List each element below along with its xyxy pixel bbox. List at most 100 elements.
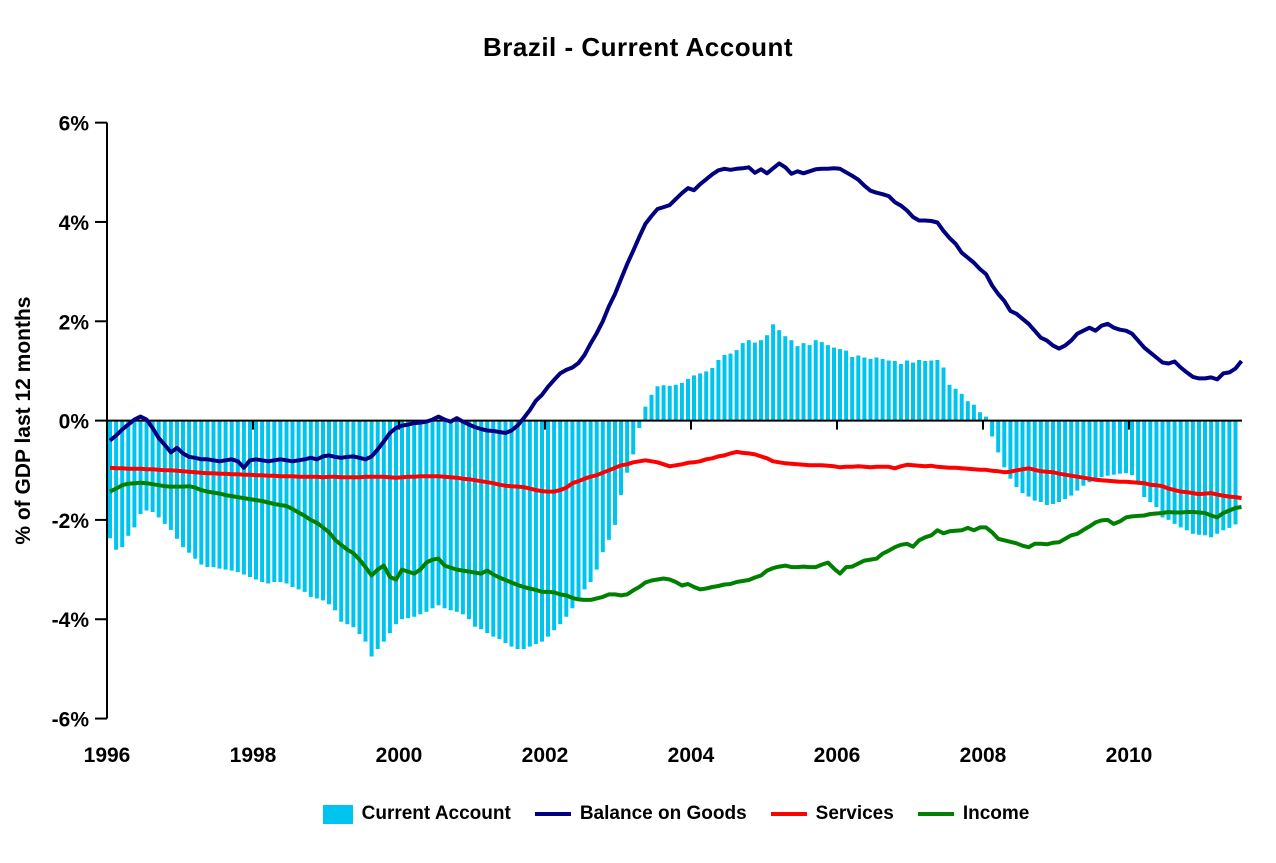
bar (564, 420, 569, 617)
bar (832, 347, 836, 421)
bar (1117, 420, 1122, 474)
bar (351, 420, 356, 628)
bar (1087, 420, 1092, 483)
bar (357, 420, 362, 635)
bar (722, 355, 727, 421)
bar (278, 420, 283, 582)
bar (1111, 420, 1116, 475)
bar (740, 343, 745, 421)
bar (533, 420, 538, 645)
bar (582, 420, 587, 590)
bar (503, 420, 508, 644)
bar (856, 355, 861, 421)
bar (424, 420, 429, 612)
bar (947, 384, 952, 421)
bar (314, 420, 319, 599)
bar (442, 420, 447, 609)
bar (771, 324, 776, 421)
x-tick-label: 2010 (1106, 744, 1153, 767)
bar (168, 420, 173, 530)
bar (321, 420, 325, 601)
bar (929, 360, 934, 421)
bar (917, 360, 922, 421)
bar (521, 420, 526, 649)
bar (661, 385, 666, 421)
bar (990, 420, 995, 437)
bar (576, 420, 581, 600)
bar (594, 420, 599, 570)
bar (570, 420, 575, 609)
services-line-swatch (770, 812, 807, 816)
bar (971, 404, 976, 421)
bar (886, 360, 891, 421)
bar (552, 420, 557, 631)
y-tick-label: 6% (59, 113, 90, 136)
bar (126, 420, 131, 536)
y-tick-label: 2% (59, 311, 90, 334)
bar (655, 386, 660, 421)
bar (369, 420, 374, 657)
bar (1099, 420, 1104, 478)
bar (941, 367, 946, 421)
bar (333, 420, 338, 611)
bar (491, 420, 496, 637)
bar (813, 340, 818, 421)
bar (819, 342, 824, 421)
bar (1002, 420, 1007, 468)
bar (1178, 420, 1183, 528)
bar (1184, 420, 1189, 531)
legend-label-current-account: Current Account (361, 803, 511, 824)
bar (728, 353, 733, 421)
bar (485, 420, 490, 634)
bar (710, 368, 715, 421)
bar (412, 420, 417, 617)
bar (898, 364, 903, 421)
bar (1124, 420, 1128, 474)
bar (515, 420, 520, 649)
line-series-services (109, 449, 1242, 501)
bar (1215, 420, 1220, 534)
bar (1160, 420, 1165, 518)
bar (473, 420, 477, 627)
bar (686, 378, 690, 421)
x-tick-label: 2004 (668, 744, 715, 767)
bar (1008, 420, 1013, 479)
bar (1136, 420, 1141, 483)
bar (600, 420, 605, 553)
bar (716, 360, 721, 421)
legend-item-current-account: Current Account (322, 803, 511, 825)
bar (418, 420, 423, 615)
bar (698, 373, 703, 421)
bar (1014, 420, 1019, 488)
bar (789, 340, 794, 421)
bar (436, 420, 441, 606)
bar (1093, 420, 1098, 479)
bar (619, 420, 623, 496)
bar (460, 420, 465, 615)
bar (296, 420, 301, 590)
bar (765, 335, 769, 421)
legend-item-services: Services (770, 803, 894, 825)
bar (734, 350, 739, 421)
line-series-income (109, 480, 1242, 602)
y-tick-label: -6% (52, 709, 90, 732)
bar (905, 360, 909, 421)
bar (448, 420, 453, 611)
bar (807, 345, 812, 421)
bar (381, 420, 386, 642)
bar (892, 361, 897, 421)
bar (132, 420, 137, 528)
bar (339, 420, 344, 622)
bar (406, 420, 411, 619)
y-tick-label: 4% (59, 212, 90, 235)
x-tick-label: 2002 (522, 744, 569, 767)
legend-label-balance-on-goods: Balance on Goods (579, 803, 747, 824)
bar (1057, 420, 1061, 502)
legend: Current Account Balance on Goods Service… (38, 803, 1276, 825)
bar (497, 420, 502, 640)
bar (752, 342, 757, 421)
bar (558, 420, 563, 625)
bar (1148, 420, 1153, 502)
y-tick-label: -2% (52, 510, 90, 533)
